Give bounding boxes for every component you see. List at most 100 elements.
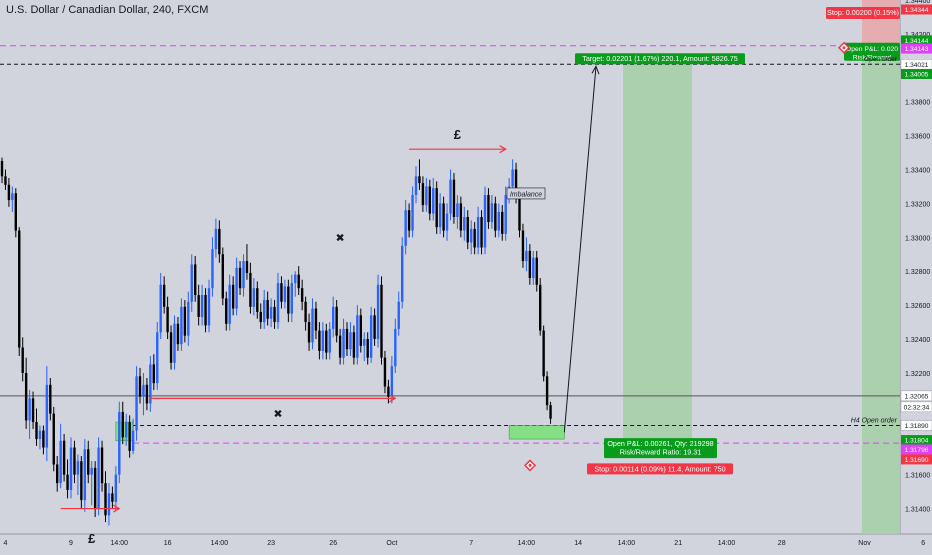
candle-body — [535, 257, 538, 285]
candle-body — [511, 169, 514, 187]
y-tick-label: 1.33600 — [905, 134, 930, 141]
candle-body — [280, 283, 283, 302]
candle-body — [532, 257, 535, 279]
x-tick-label: Nov — [858, 540, 871, 547]
candle-body — [283, 286, 287, 302]
price-tag: 1.31804 — [905, 438, 929, 445]
candle-body — [318, 330, 321, 351]
candle-body — [387, 386, 390, 397]
candle-body — [21, 347, 24, 373]
candle-body — [349, 332, 352, 350]
x-tick-label: 14:00 — [618, 540, 636, 547]
candle-body — [121, 411, 124, 438]
y-tick-label: 1.32600 — [905, 303, 930, 310]
candle-body — [456, 203, 459, 217]
cross-marker-bottom: ✖ — [273, 409, 282, 421]
candle-body — [211, 249, 214, 289]
candle-body — [287, 286, 290, 314]
y-tick-label: 1.34400 — [905, 0, 930, 5]
candle-body — [176, 323, 180, 345]
chart-title: U.S. Dollar / Canadian Dollar, 240, FXCM — [6, 4, 209, 16]
candle-body — [518, 196, 521, 231]
candle-body — [414, 176, 418, 195]
candle-body — [404, 210, 407, 246]
candle-body — [207, 288, 211, 326]
candle-body — [183, 306, 187, 336]
candle-body — [249, 272, 252, 307]
candle-body — [38, 430, 42, 440]
x-tick-label: 16 — [164, 540, 172, 547]
candle-body — [218, 228, 221, 255]
x-tick-label: 14:00 — [518, 540, 536, 547]
y-tick-label: 1.32200 — [905, 371, 930, 378]
candle-body — [52, 413, 55, 465]
candle-body — [4, 176, 7, 185]
candle-body — [449, 179, 452, 214]
target-label-box — [575, 53, 745, 65]
candle-body — [390, 366, 394, 397]
candle-body — [335, 306, 338, 336]
candle-body — [290, 283, 293, 314]
candle-body — [18, 230, 21, 348]
candle-body — [328, 328, 331, 353]
candle-body — [35, 422, 38, 440]
candle-body — [332, 306, 335, 329]
candle-body — [59, 440, 62, 484]
candle-body — [369, 315, 373, 358]
candle-body — [66, 474, 69, 490]
candle-body — [14, 193, 17, 231]
stop-label-text: Stop: 0.00114 (0.09%) 11.4, Amount: 750 — [594, 464, 725, 473]
candle-body — [307, 322, 311, 343]
candle-body — [266, 300, 269, 319]
candle-body — [425, 186, 428, 206]
candle-body — [242, 261, 245, 289]
candle-body — [490, 203, 494, 223]
price-tag: 1.31890 — [905, 423, 929, 430]
candle-body — [7, 184, 11, 201]
candle-body — [445, 213, 449, 231]
candle-body — [300, 288, 304, 302]
stop-order-label-box — [826, 7, 900, 19]
candle-body — [42, 430, 45, 448]
imbalance-label-box — [506, 187, 546, 200]
candle-body — [356, 315, 359, 358]
price-tag-box — [901, 35, 932, 46]
x-tick-label: 28 — [778, 540, 786, 547]
candle-body — [380, 284, 383, 358]
candle-body — [259, 311, 262, 323]
candle-body — [435, 188, 438, 228]
candle-body — [525, 250, 528, 262]
candle-body — [190, 264, 193, 302]
candle-body — [76, 461, 80, 475]
candle-body — [93, 467, 97, 509]
candle-body — [111, 493, 114, 502]
candle-body — [494, 203, 497, 231]
price-tag: 1.34021 — [905, 62, 929, 69]
candle-body — [138, 376, 142, 397]
y-tick-label: 1.31600 — [905, 473, 930, 480]
y-tick-label: 1.33000 — [905, 235, 930, 242]
candle-body — [539, 284, 542, 331]
candle-body — [0, 161, 4, 177]
target-label-text: Target: 0.02201 (1.67%) 220.1, Amount: 5… — [582, 54, 737, 63]
candle-body — [311, 308, 314, 343]
price-tag-box — [901, 435, 932, 446]
y-tick-label: 1.32800 — [905, 269, 930, 276]
candle-body — [273, 306, 276, 323]
price-tag: 1.34143 — [905, 46, 929, 53]
price-tag-box — [901, 444, 932, 455]
candle-body — [135, 376, 138, 431]
price-tag: 1.34144 — [905, 38, 929, 45]
x-tick-label: 6 — [921, 540, 925, 547]
candle-body — [256, 288, 259, 312]
imbalance-label: Imbalance — [510, 191, 542, 198]
candle-body — [80, 461, 83, 501]
liquidity-arrow-mid-head — [388, 394, 397, 403]
price-tag: 02:32:34 — [904, 404, 930, 411]
candle-body — [432, 188, 435, 214]
candle-body — [421, 183, 425, 206]
candle-body — [187, 301, 190, 336]
